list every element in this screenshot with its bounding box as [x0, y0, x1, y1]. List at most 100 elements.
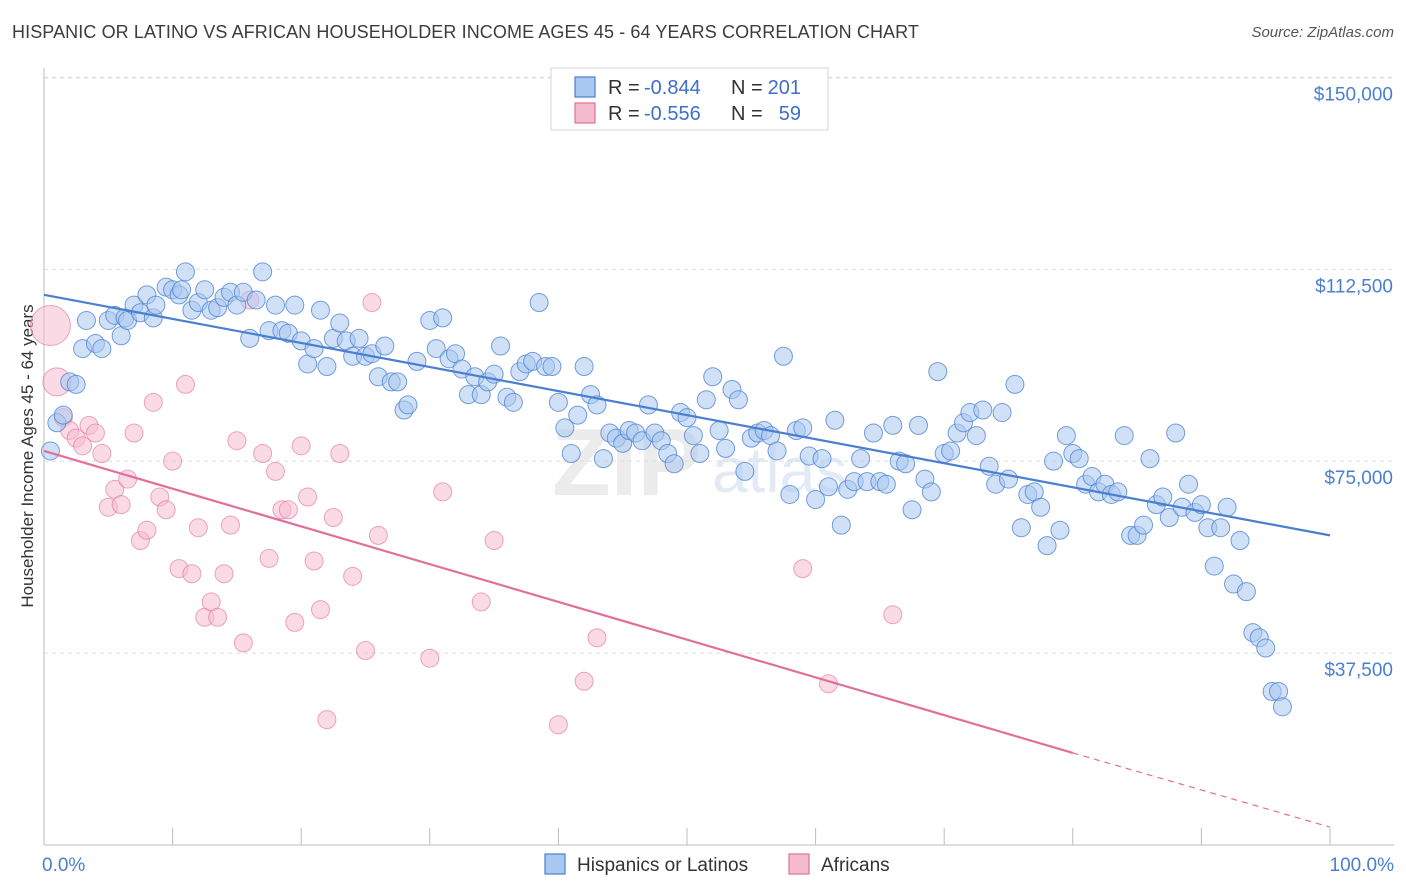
legend-r-value-2: -0.556	[644, 103, 701, 125]
hispanics-point	[146, 295, 166, 315]
hispanics-point	[1108, 482, 1128, 502]
hispanics-point	[941, 441, 961, 461]
hispanics-point	[1056, 426, 1076, 446]
africans-point	[484, 531, 504, 550]
hispanics-point	[908, 415, 928, 435]
bottom-legend-hispanics: Hispanics or Latinos	[577, 855, 748, 876]
hispanics-point	[793, 418, 813, 438]
africans-point	[310, 600, 330, 620]
bottom-legend-swatch-hispanics	[544, 853, 566, 875]
hispanics-point	[317, 357, 337, 376]
hispanics-point	[375, 336, 395, 356]
y-tick-label: $150,000	[1314, 84, 1393, 105]
hispanics-point	[876, 474, 896, 494]
hispanics-point	[593, 449, 613, 469]
africans-point	[208, 607, 228, 627]
hispanics-point	[831, 515, 851, 535]
africans-point	[214, 564, 234, 584]
hispanics-point	[696, 390, 716, 410]
africans-point	[143, 392, 163, 412]
hispanics-point	[92, 339, 112, 359]
hispanics-point	[66, 374, 86, 394]
africans-point	[356, 641, 375, 661]
africans-point	[304, 551, 324, 571]
hispanics-point	[1114, 426, 1134, 446]
hispanics-point	[574, 357, 594, 376]
hispanics-point	[999, 469, 1018, 489]
y-tick-label: $37,500	[1324, 660, 1393, 681]
africans-point	[793, 559, 813, 579]
africans-point	[253, 444, 273, 463]
hispanics-point	[398, 395, 418, 415]
legend-n-value-1: 201	[768, 77, 801, 99]
africans-point	[433, 482, 453, 502]
africans-point	[362, 293, 382, 313]
hispanics-point	[818, 477, 838, 497]
legend-box	[550, 67, 829, 131]
hispanics-point	[728, 390, 748, 410]
hispanics-point	[806, 490, 826, 510]
africans-point	[548, 715, 568, 735]
hispanics-point	[1037, 536, 1057, 556]
africans-point	[291, 436, 311, 456]
trend-lines	[43, 293, 1331, 828]
hispanics-point	[310, 300, 330, 320]
africans-point	[220, 515, 240, 535]
hispanics-point	[709, 420, 729, 440]
hispanics-point	[265, 295, 285, 315]
legend-r-label-2: R =	[608, 103, 640, 125]
hispanics-point	[851, 449, 871, 469]
hispanics-point	[1179, 474, 1199, 494]
hispanics-point	[491, 336, 511, 356]
africans-point	[420, 648, 440, 668]
hispanics-point	[735, 461, 755, 481]
hispanics-point	[677, 408, 697, 428]
legend-n-value-2: 59	[779, 103, 801, 125]
africans-point	[227, 431, 247, 451]
africans-point	[111, 495, 131, 515]
africans-trend-line	[43, 449, 1074, 754]
y-tick-labels: $37,500 $75,000 $112,500 $150,000	[1314, 84, 1393, 681]
bottom-legend: Hispanics or Latinos Africans	[544, 853, 890, 876]
africans-point	[156, 500, 176, 520]
hispanics-point	[1217, 497, 1237, 517]
hispanics-point	[349, 328, 369, 348]
x-ticks	[43, 828, 1331, 845]
africans-point	[137, 520, 157, 540]
hispanics-point	[195, 280, 215, 300]
africans-point	[330, 444, 350, 463]
hispanics-point	[561, 444, 581, 463]
bottom-legend-swatch-africans	[788, 853, 810, 875]
hispanics-point	[529, 293, 549, 313]
hispanics-point	[1011, 518, 1031, 538]
legend: R = -0.844 N = 201 R = -0.556 N = 59	[550, 67, 829, 131]
hispanics-point	[703, 367, 723, 387]
hispanics-point	[896, 454, 916, 474]
hispanics-point	[716, 438, 736, 458]
hispanics-point	[1166, 423, 1186, 443]
x-tick-label-min: 0.0%	[42, 855, 85, 876]
hispanics-point	[773, 346, 793, 366]
source-label: Source: ZipAtlas.com	[1251, 24, 1394, 41]
hispanics-point	[304, 339, 324, 359]
bottom-legend-africans: Africans	[821, 855, 890, 876]
hispanics-point	[172, 280, 192, 300]
hispanics-point	[863, 423, 883, 443]
chart-title: HISPANIC OR LATINO VS AFRICAN HOUSEHOLDE…	[12, 22, 920, 42]
legend-swatch-africans	[574, 102, 596, 124]
hispanics-point	[973, 400, 993, 420]
hispanics-point	[1204, 556, 1224, 576]
africans-point	[188, 518, 208, 538]
africans-point	[29, 305, 71, 347]
hispanics-point	[433, 308, 453, 328]
hispanics-point	[1236, 582, 1256, 602]
hispanics-point	[175, 262, 195, 282]
hispanics-point	[1211, 518, 1231, 538]
africans-point	[343, 566, 363, 586]
y-tick-label: $75,000	[1324, 468, 1393, 489]
hispanics-point	[921, 482, 941, 502]
y-axis-label: Householder Income Ages 45 - 64 years	[18, 304, 37, 607]
hispanics-point	[690, 444, 710, 463]
hispanics-point	[568, 405, 588, 425]
